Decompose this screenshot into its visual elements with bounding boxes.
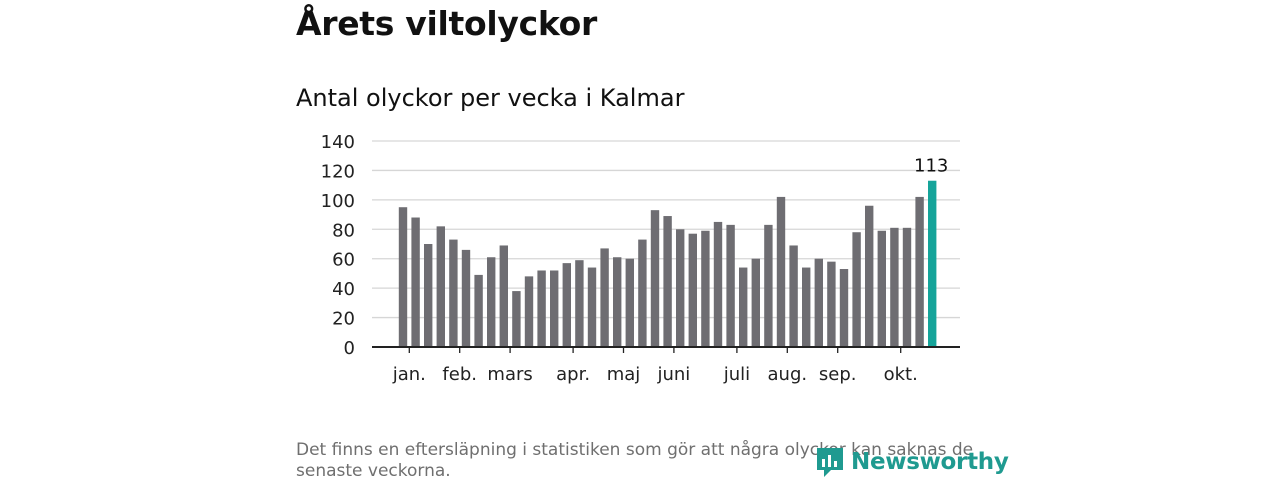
bar [474, 274, 483, 347]
bar [802, 267, 811, 347]
x-tick-label: jan. [392, 364, 426, 385]
bar [852, 232, 861, 347]
bar [902, 227, 912, 347]
chart-title: Årets viltolyckor [296, 4, 597, 43]
y-tick-label: 80 [332, 220, 355, 241]
x-tick-label: okt. [884, 364, 918, 385]
y-tick-label: 100 [321, 191, 355, 212]
x-tick-label: feb. [442, 364, 477, 385]
newsworthy-logo: Newsworthy [815, 446, 1009, 478]
y-axis-ticks: 0 20 40 60 80 100 120 140 [321, 132, 355, 359]
bar [575, 260, 584, 347]
bar [650, 210, 660, 347]
highlight-value-label: 113 [914, 156, 948, 177]
bar [550, 270, 559, 347]
y-tick-label: 120 [321, 161, 355, 182]
bar [537, 270, 546, 347]
bar [613, 257, 622, 347]
bar [600, 248, 609, 347]
x-tick-label: juli [723, 364, 750, 385]
bar [764, 224, 773, 347]
bar [562, 263, 571, 347]
bar [814, 258, 823, 347]
y-tick-label: 0 [344, 338, 355, 359]
x-tick-label: juni [656, 364, 690, 385]
bar [512, 291, 521, 347]
bar [499, 245, 508, 347]
bar [776, 196, 786, 347]
newsworthy-logo-icon [817, 448, 843, 477]
x-tick-label: sep. [819, 364, 857, 385]
bar [890, 227, 899, 347]
newsworthy-logo-text: Newsworthy [851, 449, 1009, 475]
bar [524, 276, 534, 347]
x-tick-label: mars [487, 364, 532, 385]
data-labels: 113 [914, 156, 948, 177]
bar [461, 249, 471, 347]
bar [865, 205, 874, 347]
bar [726, 224, 735, 347]
y-tick-label: 60 [332, 250, 355, 271]
bar [688, 233, 697, 347]
bar [625, 258, 634, 347]
bar [739, 267, 748, 347]
y-tick-label: 140 [321, 132, 355, 153]
bar [789, 245, 798, 347]
y-tick-label: 40 [332, 279, 355, 300]
bar [877, 230, 886, 347]
x-tick-label: maj [607, 364, 641, 385]
bar-highlight [928, 180, 937, 347]
footnote: Det finns en eftersläpning i statistiken… [296, 440, 974, 481]
y-tick-label: 20 [332, 309, 355, 330]
bar [436, 226, 445, 347]
x-tick-label: apr. [556, 364, 590, 385]
bar [915, 196, 924, 347]
bar [398, 207, 408, 347]
chart-subtitle: Antal olyckor per vecka i Kalmar [296, 84, 685, 112]
bar [701, 230, 710, 347]
bar [424, 244, 433, 347]
bar [638, 239, 647, 347]
x-tick-label: aug. [768, 364, 808, 385]
bar [751, 258, 760, 347]
bar [411, 217, 420, 347]
bar [676, 229, 685, 347]
bar [839, 269, 849, 347]
bar [449, 239, 458, 347]
bar [713, 221, 723, 347]
bar [487, 257, 496, 347]
bars [398, 180, 937, 347]
bar [827, 261, 836, 347]
bar [663, 216, 672, 347]
x-axis-ticks: jan. feb. mars apr. maj juni juli aug. sep. okt. [372, 346, 960, 385]
bar [587, 267, 597, 347]
